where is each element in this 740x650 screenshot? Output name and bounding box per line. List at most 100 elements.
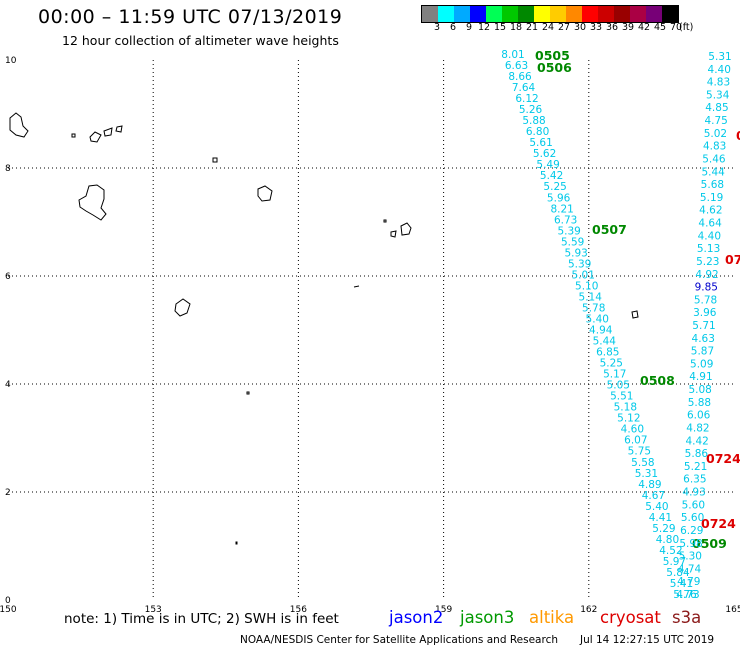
wave-height-value: 6.12 xyxy=(515,93,538,105)
wave-height-value: 6.63 xyxy=(505,60,528,72)
y-tick-label: 10 xyxy=(5,56,17,66)
wave-height-value: 6.85 xyxy=(596,347,619,359)
altimeter-track-jason3: 8.016.638.667.646.125.265.886.805.615.62… xyxy=(501,48,726,601)
wave-height-value: 5.05 xyxy=(607,380,630,392)
island-outline xyxy=(89,131,102,143)
wave-height-value: 6.07 xyxy=(624,435,647,447)
axis-tick-labels: 150 153 156 159 162 165 0 2 4 6 8 10 xyxy=(0,56,740,615)
pass-time-label: 0724 xyxy=(736,128,740,143)
legend-swatch xyxy=(614,6,630,22)
island-outline xyxy=(400,222,412,236)
wave-height-value: 5.39 xyxy=(568,258,591,270)
wave-height-value: 4.83 xyxy=(707,77,730,89)
y-tick-label: 8 xyxy=(5,164,11,174)
wave-height-value: 4.80 xyxy=(656,534,679,546)
wave-height-value: 4.60 xyxy=(621,424,644,436)
x-tick-label: 159 xyxy=(435,605,452,615)
wave-height-value: 5.14 xyxy=(579,291,603,303)
wave-height-value: 4.82 xyxy=(686,422,709,434)
wave-height-value: 5.46 xyxy=(702,153,726,165)
wave-height-value: 5.68 xyxy=(701,179,724,191)
pass-time-label: 0724 xyxy=(706,451,740,466)
legend-swatch xyxy=(470,6,486,22)
y-tick-label: 4 xyxy=(5,380,11,390)
wave-height-value: 6.29 xyxy=(680,525,703,537)
y-tick-label: 2 xyxy=(5,488,11,498)
island-outline xyxy=(174,298,191,317)
legend-swatch xyxy=(550,6,566,22)
wave-height-value: 4.92 xyxy=(695,269,718,281)
wave-height-value: 4.79 xyxy=(677,576,700,588)
legend-swatch xyxy=(454,6,470,22)
legend-bin-label: 21 xyxy=(526,22,539,33)
wave-height-value: 4.41 xyxy=(649,512,672,524)
island-outline xyxy=(390,230,397,238)
wave-height-value: 5.01 xyxy=(572,269,595,281)
legend-bin-label: 9 xyxy=(466,22,473,33)
wave-height-value: 5.87 xyxy=(691,346,714,358)
satellite-label-s3a: s3a xyxy=(672,608,702,627)
legend-swatch xyxy=(630,6,646,22)
wave-height-value: 4.75 xyxy=(704,115,727,127)
island-outline xyxy=(246,391,250,395)
wave-height-value: 5.39 xyxy=(557,225,580,237)
wave-height-value: 5.78 xyxy=(582,302,605,314)
wave-height-value: 5.42 xyxy=(540,170,563,182)
wave-height-value: 5.34 xyxy=(706,89,730,101)
wave-height-value: 5.40 xyxy=(586,313,609,325)
wave-height-value: 4.62 xyxy=(699,205,722,217)
map-subtitle: 12 hour collection of altimeter wave hei… xyxy=(62,33,339,48)
wave-height-value: 5.18 xyxy=(614,402,637,414)
wave-height-value: 4.52 xyxy=(659,545,682,557)
wave-height-value: 5.13 xyxy=(697,243,720,255)
legend-swatch xyxy=(582,6,598,22)
wave-height-value: 5.40 xyxy=(645,501,668,513)
legend-swatch xyxy=(518,6,534,22)
wave-height-value: 4.42 xyxy=(685,435,708,447)
legend-swatch xyxy=(486,6,502,22)
island-outline xyxy=(9,112,29,138)
wave-height-value: 5.84 xyxy=(666,567,690,579)
pass-time-label: 0724 xyxy=(701,516,736,531)
x-tick-label: 150 xyxy=(0,605,17,615)
wave-height-value: 3.96 xyxy=(693,307,717,319)
footer-note: note: 1) Time is in UTC; 2) SWH is in fe… xyxy=(64,611,339,627)
island-outline xyxy=(353,285,360,288)
wave-height-value: 5.10 xyxy=(575,280,598,292)
island-outline xyxy=(78,184,107,221)
wave-height-value: 4.94 xyxy=(589,325,613,337)
legend-swatch xyxy=(646,6,662,22)
wave-height-value: 8.01 xyxy=(501,49,524,61)
wave-height-value: 5.71 xyxy=(692,320,715,332)
wave-height-value: 4.74 xyxy=(678,563,702,575)
wave-height-value: 5.58 xyxy=(631,457,654,469)
legend-swatch xyxy=(422,6,438,22)
wave-height-value: 5.86 xyxy=(685,448,709,460)
wave-height-value: 4.40 xyxy=(698,230,721,242)
satellite-label-cryosat: cryosat xyxy=(600,608,661,627)
legend-bin-label: 24 xyxy=(542,22,555,33)
x-tick-label: 156 xyxy=(290,605,307,615)
wave-height-value: 6.73 xyxy=(554,214,577,226)
wave-height-value: 5.12 xyxy=(617,413,640,425)
island-outline xyxy=(631,310,639,319)
legend-bin-label: 33 xyxy=(590,22,603,33)
wave-height-value: 5.21 xyxy=(684,461,707,473)
legend-swatch xyxy=(662,6,678,22)
wave-height-value: 4.67 xyxy=(642,490,665,502)
wave-height-value: 5.26 xyxy=(519,104,543,116)
satellite-label-jason3: jason3 xyxy=(460,608,515,627)
island-outlines xyxy=(9,112,639,545)
wave-height-value: 5.76 xyxy=(673,589,697,601)
wave-height-value: 5.88 xyxy=(522,115,545,127)
pass-time-label: 0724 xyxy=(725,252,740,267)
legend-bin-label: 30 xyxy=(574,22,587,33)
wave-height-value: 5.29 xyxy=(652,523,675,535)
wave-height-value: 5.02 xyxy=(704,128,727,140)
generated-timestamp: Jul 14 12:27:15 UTC 2019 xyxy=(580,634,715,646)
wave-height-value: 7.64 xyxy=(512,82,536,94)
wave-height-value: 5.19 xyxy=(700,192,723,204)
island-outline xyxy=(212,157,218,163)
legend-bin-label: 36 xyxy=(606,22,619,33)
